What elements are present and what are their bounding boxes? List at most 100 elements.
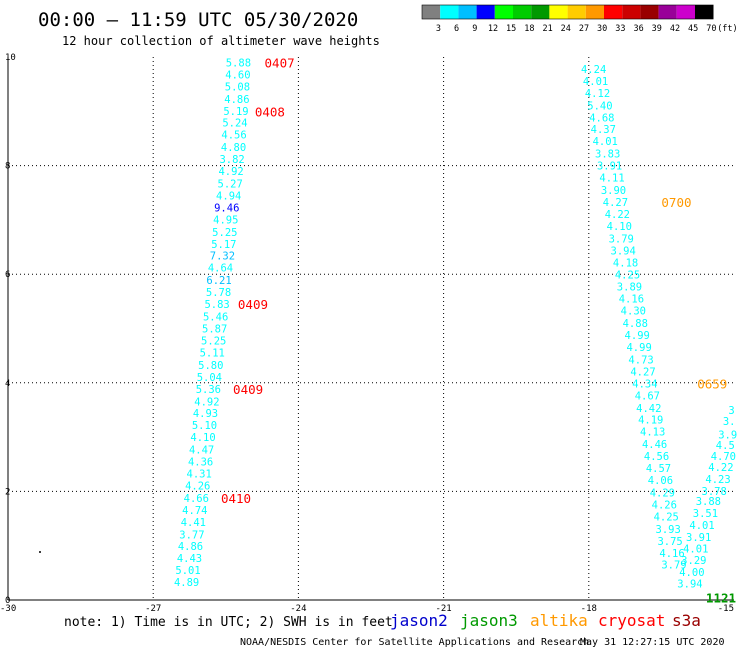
wave-height-label: 4.92: [218, 166, 243, 178]
wave-height-label: 4.67: [635, 390, 660, 402]
wave-height-label: 3.93: [656, 524, 681, 536]
wave-height-label: 4.95: [213, 214, 238, 226]
chart-subtitle: 12 hour collection of altimeter wave hei…: [62, 34, 380, 48]
wave-height-label: 4.42: [636, 403, 661, 415]
wave-height-label: 4.70: [711, 451, 736, 463]
wave-height-label: 4.27: [603, 197, 628, 209]
pass-time-label: 0409: [238, 297, 268, 312]
colorbar-swatch: [494, 5, 513, 19]
colorbar-label: 3: [436, 24, 441, 34]
wave-height-label: 3.88: [696, 496, 721, 508]
wave-height-label: 4.94: [216, 190, 241, 202]
wave-height-label: 4.46: [642, 439, 667, 451]
wave-height-label: 5.08: [225, 81, 250, 93]
wave-height-label: 5.24: [222, 118, 247, 130]
credit-text: NOAA/NESDIS Center for Satellite Applica…: [240, 637, 589, 648]
colorbar-swatch: [531, 5, 550, 19]
wave-height-label: 5.10: [192, 420, 217, 432]
colorbar-swatch: [440, 5, 459, 19]
colorbar-swatch: [422, 5, 441, 19]
colorbar-label: 9: [472, 24, 477, 34]
pass-time-label: 0700: [661, 195, 691, 210]
wave-height-label: 4.34: [632, 378, 657, 390]
wave-height-label: 4.47: [189, 445, 214, 457]
wave-height-label: 3.75: [657, 536, 682, 548]
wave-height-label: 4.64: [208, 263, 233, 275]
wave-height-label: 5.11: [200, 347, 225, 359]
wave-height-label: 3: [728, 405, 734, 417]
colorbar-swatch: [622, 5, 641, 19]
wave-height-label: 5.01: [175, 565, 200, 577]
satellite-legend: jason2 jason3 altika cryosat s3a: [390, 611, 701, 630]
wave-height-label: 4.06: [648, 475, 673, 487]
satellite-legend-s3a: s3a: [672, 611, 701, 630]
wave-height-label: 4.01: [593, 136, 618, 148]
track-east-track-1: 4.244.014.125.404.684.374.013.833.914.11…: [581, 64, 687, 572]
colorbar-swatch: [585, 5, 604, 19]
colorbar-label: 33: [615, 24, 625, 34]
wave-height-label: 4.10: [190, 432, 215, 444]
colorbar-swatch: [676, 5, 695, 19]
colorbar-label: 45: [688, 24, 698, 34]
colorbar-unit: (ft): [717, 24, 737, 34]
wave-height-label: 4.26: [185, 480, 210, 492]
colorbar-legend: 3 6 9 12 15 18 21 24 27 30 33 36 39 42 45 70 (ft): [421, 4, 738, 34]
x-tick-label: -27: [145, 604, 161, 614]
wave-height-label: 4.22: [708, 462, 733, 474]
wave-height-label: 3.29: [681, 555, 706, 567]
wave-height-label: 5.25: [212, 227, 237, 239]
timestamp-text: May 31 12:27:15 UTC 2020: [580, 637, 725, 648]
wave-height-label: 4.30: [621, 306, 646, 318]
wave-height-label: 4.86: [224, 94, 249, 106]
satellite-legend-jason2: jason2: [390, 611, 448, 630]
wave-height-label: 4.29: [650, 487, 675, 499]
wave-height-label: 5.46: [203, 312, 228, 324]
x-tick-label: -18: [581, 604, 597, 614]
wave-height-label: 4.93: [193, 408, 218, 420]
colorbar-swatch: [476, 5, 495, 19]
wave-height-label: 4.25: [615, 270, 640, 282]
wave-height-label: 4.27: [630, 366, 655, 378]
wave-height-label: 4.26: [652, 499, 677, 511]
wave-height-label: 3.94: [611, 245, 636, 257]
colorbar-swatch: [513, 5, 532, 19]
wave-height-label: 4.16: [659, 548, 684, 560]
wave-height-label: 5.40: [587, 100, 612, 112]
wave-height-label: 4.01: [583, 76, 608, 88]
wave-height-label: 5.04: [197, 372, 222, 384]
wave-height-label: 4.99: [625, 330, 650, 342]
wave-height-label: 4.88: [623, 318, 648, 330]
wave-height-label: 4.73: [628, 354, 653, 366]
wave-height-label: 3.: [723, 416, 736, 428]
wave-height-label: 5.80: [198, 360, 223, 372]
wave-height-label: 4.36: [188, 457, 213, 469]
pass-time-label: 0408: [255, 104, 285, 119]
wave-height-label: 4.19: [638, 415, 663, 427]
wave-height-label: 4.18: [613, 257, 638, 269]
wave-height-label: 6.21: [206, 275, 231, 287]
footnote: note: 1) Time is in UTC; 2) SWH is in fe…: [64, 615, 393, 630]
wave-height-label: 4.25: [654, 511, 679, 523]
wave-height-label: 3.91: [686, 532, 711, 544]
wave-height-label: 4.00: [679, 567, 704, 579]
y-tick-label: 8: [5, 162, 10, 172]
colorbar-label: 12: [488, 24, 498, 34]
wave-height-label: 3.89: [617, 282, 642, 294]
wave-height-label: 4.13: [640, 427, 665, 439]
wave-height-label: 4.23: [705, 474, 730, 486]
wave-height-label: 3.79: [661, 560, 686, 572]
wave-height-label: 4.37: [591, 124, 616, 136]
pass-time-label: 0409: [233, 382, 263, 397]
wave-height-label: 4.66: [184, 493, 209, 505]
colorbar-swatch: [658, 5, 677, 19]
wave-height-label: 3.82: [219, 154, 244, 166]
wave-height-label: 5.27: [218, 179, 243, 191]
y-tick-label: 4: [5, 379, 10, 389]
wave-height-label: 4.31: [187, 468, 212, 480]
wave-height-label: 5.78: [206, 287, 231, 299]
chart-title: 00:00 – 11:59 UTC 05/30/2020: [38, 9, 358, 31]
x-tick-label: -30: [0, 604, 16, 614]
